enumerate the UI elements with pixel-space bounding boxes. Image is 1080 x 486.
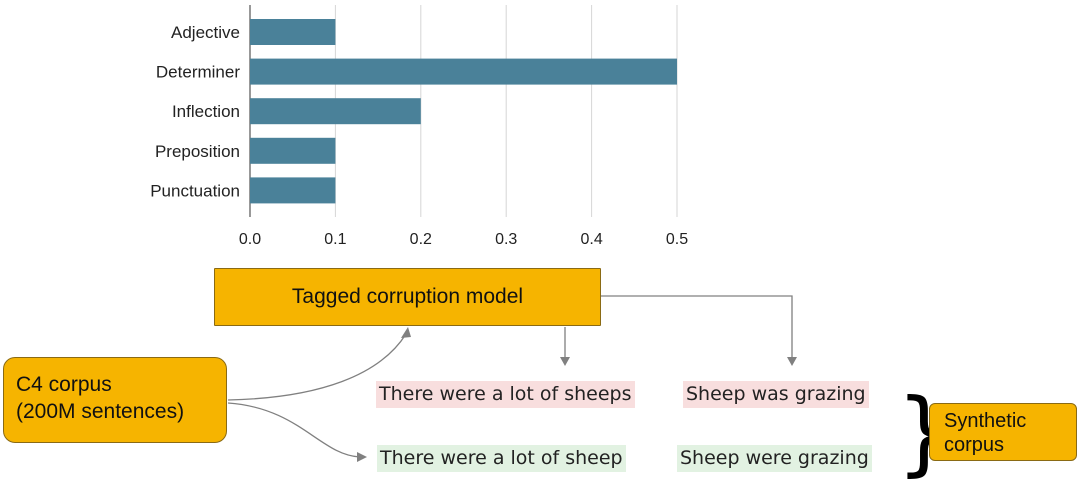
clean-sentence-2: Sheep were grazing [677,445,872,472]
corpus-label-line1: C4 corpus [16,373,112,396]
clean-sentence-1: There were a lot of sheep [377,445,626,472]
arrowhead [357,452,367,462]
pos-bar-chart: Adjective Determiner Inflection Preposition… [150,5,688,248]
arrowhead [560,357,570,366]
arrow-model-to-corrupted-2 [601,295,793,359]
category-label: Preposition [155,142,240,161]
bar-adjective [250,19,336,45]
bar-inflection [250,98,421,125]
corrupted-sentence-2: Sheep was grazing [683,381,869,408]
x-tick-label: 0.2 [410,231,432,248]
x-tick-label: 0.5 [666,231,688,248]
arrowhead [401,327,411,338]
category-label: Determiner [156,63,240,82]
category-label: Adjective [171,23,240,42]
category-label: Inflection [172,102,240,121]
tagged-corruption-model-box: Tagged corruption model [214,268,601,326]
synthetic-corpus-box: Synthetic corpus [929,403,1077,461]
x-tick-label: 0.3 [495,231,517,248]
category-label: Punctuation [150,181,240,200]
arrow-corpus-to-model [227,333,407,401]
synthetic-label-line2: corpus [944,434,1005,456]
c4-corpus-box: C4 corpus (200M sentences) [3,357,227,443]
x-tick-label: 0.4 [580,231,602,248]
x-tick-label: 0.1 [324,231,346,248]
arrowhead [787,357,797,366]
arrows [227,295,797,462]
corrupted-sentence-1: There were a lot of sheeps [376,381,635,408]
arrow-corpus-to-clean [227,402,361,458]
bar-punctuation [250,177,336,204]
synthetic-label-line1: Synthetic [944,410,1027,432]
corpus-label-line2: (200M sentences) [16,400,185,423]
bar-preposition [250,137,336,164]
model-label: Tagged corruption model [291,285,524,308]
x-tick-label: 0.0 [239,231,261,248]
bar-determiner [250,58,677,85]
